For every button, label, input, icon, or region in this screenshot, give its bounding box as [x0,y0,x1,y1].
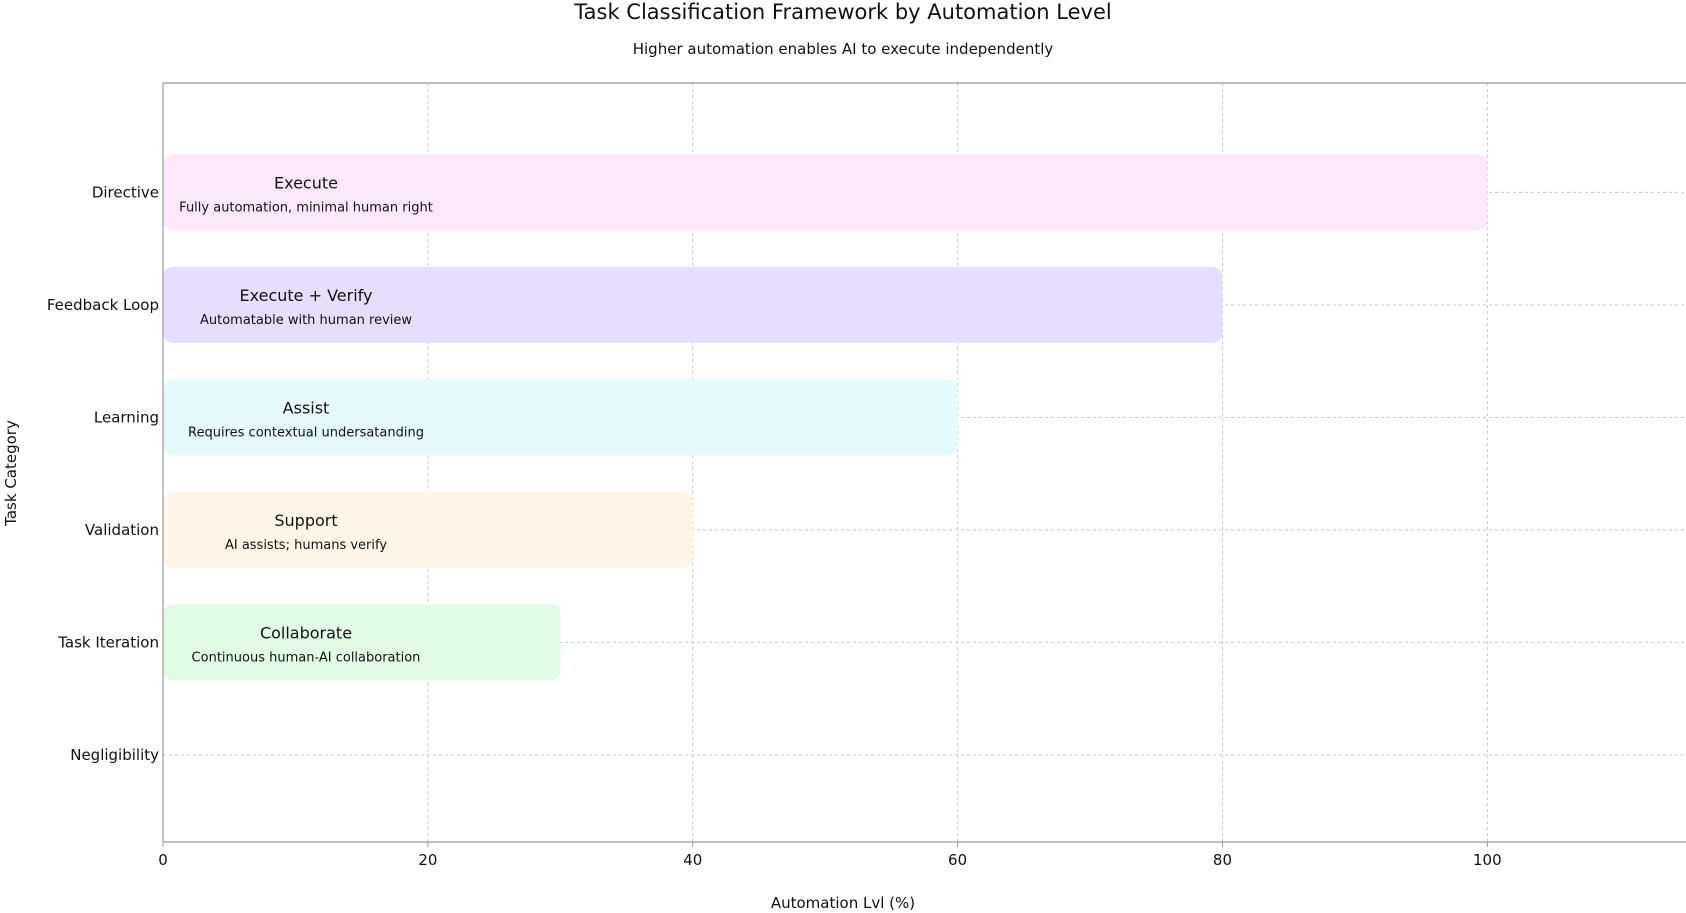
y-tick-label: Feedback Loop [47,296,159,314]
bar-validation [163,491,693,568]
bar-label-title: Execute [274,173,338,192]
chart-title: Task Classification Framework by Automat… [574,0,1112,24]
bar-directive [163,154,1488,231]
bar-label-title: Support [274,511,337,530]
bar-learning [163,379,958,456]
bar-label-title: Collaborate [260,623,352,642]
x-tick-label: 100 [1473,851,1502,869]
x-tick-label: 20 [418,851,437,869]
bar-feedback-loop [163,266,1223,343]
x-tick-label: 60 [948,851,967,869]
bar-label-description: Automatable with human review [200,313,412,328]
y-tick-label: Validation [85,521,159,539]
y-tick-label: Learning [94,408,159,426]
bar-label-description: Requires contextual undersatanding [188,425,424,440]
y-tick-label: Negligibility [70,746,159,764]
x-tick-label: 80 [1213,851,1232,869]
y-tick-label: Task Iteration [57,633,159,651]
y-axis-label: Task Category [2,420,20,527]
bar-label-description: Continuous human-AI collaboration [192,650,421,665]
bar-label-title: Execute + Verify [240,286,373,305]
bar-label-title: Assist [283,398,330,417]
y-tick-label: Directive [92,183,159,201]
x-tick-label: 40 [683,851,702,869]
chart-subtitle: Higher automation enables AI to execute … [632,40,1054,58]
bar-label-description: Fully automation, minimal human right [179,200,433,215]
bar-label-description: AI assists; humans verify [225,538,387,553]
x-axis-label: Automation Lvl (%) [771,894,915,912]
bar-task-iteration [163,604,561,681]
x-tick-label: 0 [158,851,168,869]
